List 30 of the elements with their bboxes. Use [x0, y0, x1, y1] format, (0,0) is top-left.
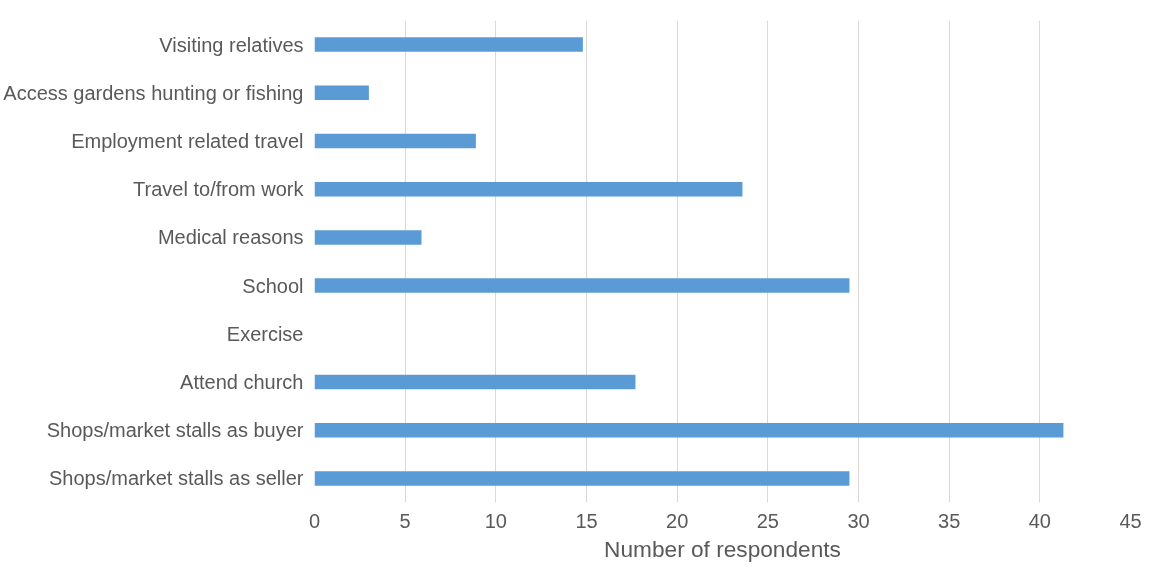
y-tick-label: Employment related travel: [71, 130, 304, 152]
y-tick-label: Exercise: [226, 322, 304, 345]
x-tick-label: 25: [756, 509, 779, 532]
bar: [314, 230, 422, 245]
bar: [314, 374, 636, 390]
bar: [314, 37, 583, 52]
bar: [314, 133, 476, 149]
x-tick-label: 35: [938, 509, 961, 532]
y-tick-label: Visiting relatives: [159, 33, 304, 56]
x-tick-label: 10: [484, 509, 507, 532]
y-tick-label: Medical reasons: [157, 226, 304, 249]
y-tick-label: School: [242, 274, 304, 297]
x-tick-label: 20: [666, 509, 689, 532]
bar: [314, 85, 369, 101]
y-tick-label: Attend church: [180, 371, 304, 393]
y-tick-label: Shops/market stalls as seller: [48, 467, 304, 490]
bar: [314, 278, 850, 293]
x-tick-label: 45: [1119, 509, 1142, 532]
x-tick-label: 40: [1028, 509, 1051, 532]
y-tick-label: Travel to/from work: [133, 178, 305, 201]
bar: [314, 181, 743, 197]
y-tick-label: Access gardens hunting or fishing: [3, 81, 304, 104]
bar: [314, 471, 850, 486]
x-tick-label: 0: [308, 509, 321, 532]
x-tick-label: 5: [399, 509, 411, 532]
bar: [314, 422, 1064, 438]
x-tick-label: 15: [575, 509, 598, 532]
x-tick-label: 30: [847, 509, 870, 532]
x-axis-title: Number of respondents: [604, 535, 841, 562]
y-tick-label: Shops/market stalls as buyer: [46, 419, 304, 442]
